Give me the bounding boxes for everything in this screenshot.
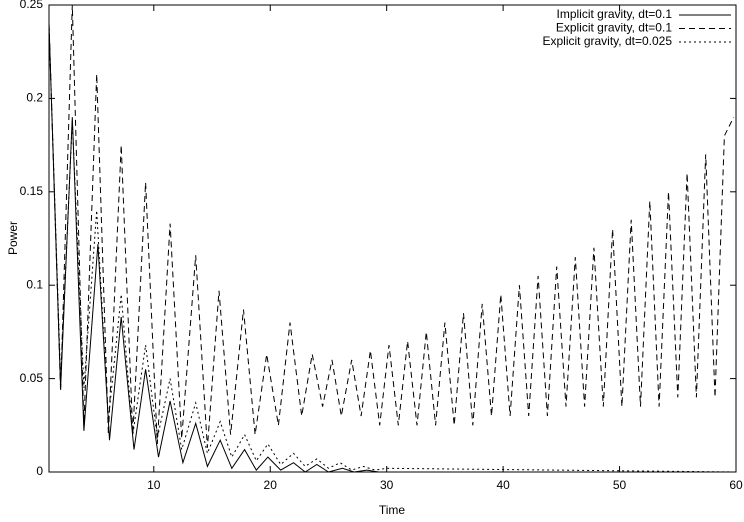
x-tick-label: 50 — [613, 478, 627, 492]
y-tick-label: 0.05 — [20, 371, 44, 385]
series-line — [48, 23, 737, 473]
y-axis-label: Power — [6, 221, 20, 255]
legend-label: Explicit gravity, dt=0.025 — [542, 34, 672, 48]
y-tick-label: 0.15 — [20, 184, 44, 198]
y-tick-label: 0 — [36, 464, 43, 478]
x-tick-label: 60 — [729, 478, 743, 492]
plot-frame — [48, 4, 737, 473]
y-tick-label: 0.2 — [26, 91, 43, 105]
series-line — [48, 4, 735, 448]
y-tick-label: 0.1 — [26, 277, 43, 291]
x-axis-label: Time — [379, 503, 406, 517]
x-tick-label: 10 — [147, 478, 161, 492]
y-tick-label: 0.25 — [20, 0, 44, 11]
legend-label: Implicit gravity, dt=0.1 — [557, 7, 673, 21]
series-line — [48, 23, 736, 473]
x-tick-label: 30 — [380, 478, 394, 492]
x-tick-label: 20 — [264, 478, 278, 492]
x-tick-label: 40 — [496, 478, 510, 492]
legend-label: Explicit gravity, dt=0.1 — [556, 21, 672, 35]
